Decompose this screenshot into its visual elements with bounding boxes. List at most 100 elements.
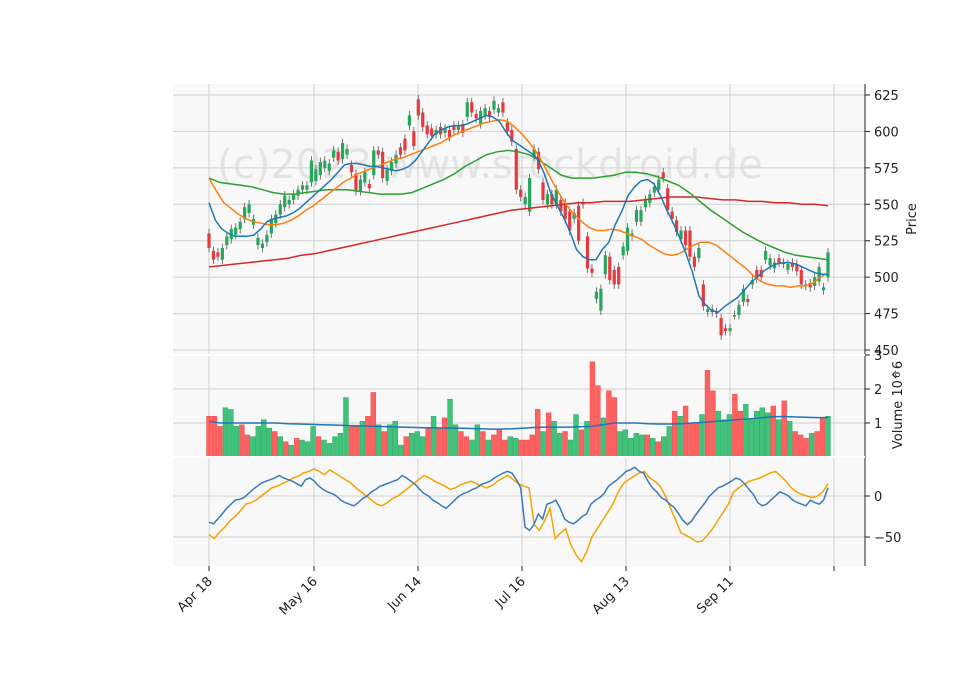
candle-down	[661, 172, 665, 179]
volume-bar	[441, 417, 448, 458]
volume-bar	[660, 436, 667, 458]
volume-bar	[304, 441, 311, 458]
volume-bar	[611, 397, 618, 458]
candle-up	[265, 234, 269, 243]
volume-bar	[545, 412, 552, 458]
volume-bar	[452, 424, 459, 458]
volume-bar	[387, 424, 393, 458]
candle-up	[292, 194, 296, 200]
candle-up	[621, 246, 625, 256]
volume-bar	[743, 404, 749, 458]
volume-bar	[261, 419, 267, 458]
volume-bar	[370, 392, 377, 458]
volume-bar	[540, 431, 546, 458]
candle-down	[590, 268, 594, 273]
x-tick-label: May 16	[277, 574, 321, 618]
candle-down	[349, 164, 354, 173]
candle-up	[318, 162, 322, 176]
candle-down	[452, 125, 456, 130]
volume-bar	[283, 441, 289, 458]
candle-down	[381, 151, 385, 179]
candle-up	[305, 185, 309, 190]
candle-up	[443, 128, 447, 133]
candle-up	[764, 250, 768, 260]
candle-up	[523, 197, 527, 205]
candle-down	[425, 125, 429, 135]
volume-bar	[354, 426, 360, 458]
volume-bar	[589, 361, 596, 458]
volume-bar	[288, 444, 294, 458]
candle-down	[719, 317, 723, 336]
candle-down	[376, 150, 380, 155]
candle-down	[514, 148, 518, 190]
candle-up	[278, 204, 282, 215]
volume-bar	[244, 434, 251, 458]
candle-up	[220, 248, 224, 260]
candle-up	[639, 210, 643, 222]
candle-down	[447, 129, 452, 138]
volume-bar	[644, 434, 650, 458]
volume-bar	[715, 410, 722, 458]
volume-bar	[255, 426, 261, 458]
volume-bar	[409, 433, 415, 458]
volume-bar	[562, 431, 568, 458]
volume-bar	[792, 431, 798, 458]
volume-bar	[518, 439, 524, 458]
x-tick-label: Sep 11	[694, 574, 737, 617]
volume-bar	[622, 429, 628, 458]
candle-down	[412, 131, 416, 146]
candle-down	[559, 199, 563, 212]
candle-up	[545, 194, 550, 205]
volume-bar	[507, 436, 513, 458]
price-tick-label: 575	[874, 162, 899, 177]
candle-up	[465, 102, 469, 117]
volume-bar	[819, 417, 826, 458]
candle-down	[470, 102, 474, 113]
candle-down	[612, 269, 616, 285]
candle-down	[799, 269, 803, 285]
volume-bar	[688, 422, 694, 458]
candle-up	[256, 237, 260, 246]
x-tick-label: Apr 18	[175, 574, 216, 615]
candle-up	[363, 172, 367, 183]
candle-up	[528, 178, 532, 212]
volume-bar	[430, 416, 437, 458]
volume-bar	[732, 393, 738, 458]
volume-bar	[808, 433, 815, 458]
candle-up	[697, 248, 701, 259]
volume-bar	[233, 426, 240, 458]
volume-bar	[463, 436, 470, 458]
candle-down	[568, 211, 572, 231]
price-tick-label: 600	[874, 125, 899, 140]
ma-short-line	[208, 114, 828, 313]
candle-up	[283, 195, 287, 208]
volume-bar	[419, 436, 426, 458]
volume-bar	[529, 434, 535, 458]
candle-down	[207, 233, 211, 248]
volume-exponent: 6	[892, 372, 903, 378]
price-panel-background	[173, 84, 865, 355]
candle-down	[746, 299, 750, 302]
candle-down	[617, 266, 621, 285]
candle-down	[674, 220, 679, 232]
volume-average-line	[208, 415, 828, 430]
volume-bar	[524, 439, 530, 458]
candle-up	[599, 288, 603, 311]
price-tick-label: 500	[874, 271, 899, 286]
candle-down	[608, 256, 612, 281]
candle-down	[421, 112, 425, 128]
volume-bar	[239, 424, 245, 458]
candle-up	[737, 304, 741, 316]
volume-bar	[315, 436, 322, 458]
candle-down	[398, 147, 403, 155]
candle-down	[211, 250, 216, 260]
volume-bar	[425, 427, 431, 458]
candle-down	[461, 124, 465, 133]
volume-bar	[770, 405, 776, 458]
candle-up	[345, 148, 349, 155]
candle-up	[483, 108, 487, 116]
volume-bar	[496, 429, 502, 458]
candle-down	[666, 188, 670, 211]
volume-bar	[414, 431, 420, 458]
